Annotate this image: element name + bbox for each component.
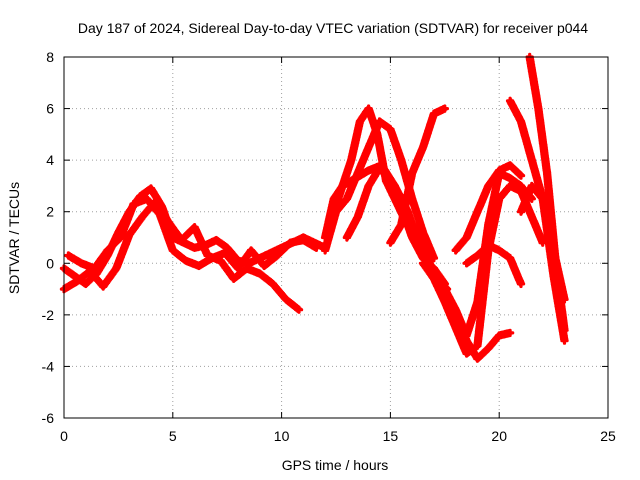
grid: [64, 57, 608, 418]
y-tick-label: 8: [46, 49, 54, 65]
series-track-10: [418, 181, 547, 358]
series-track-3: [64, 194, 321, 273]
x-axis-label: GPS time / hours: [282, 457, 389, 473]
chart-title: Day 187 of 2024, Sidereal Day-to-day VTE…: [78, 20, 588, 36]
series-track-15: [525, 52, 569, 335]
series-track-13: [462, 241, 526, 289]
y-tick-label: 6: [46, 101, 54, 117]
x-tick-label: 0: [60, 428, 68, 444]
series-track-12: [451, 161, 526, 255]
x-tick-label: 10: [274, 428, 290, 444]
series-track-11: [429, 272, 515, 363]
plot-frame: [63, 56, 609, 419]
x-tick-label: 15: [383, 428, 399, 444]
data-series: [59, 52, 569, 363]
x-tick-label: 25: [600, 428, 616, 444]
y-axis-label: SDTVAR / TECUs: [6, 182, 22, 294]
x-tick-label: 5: [169, 428, 177, 444]
y-tick-label: 2: [46, 204, 54, 220]
y-tick-label: -2: [42, 307, 55, 323]
y-tick-label: -4: [42, 358, 55, 374]
series-track-16: [516, 181, 569, 345]
y-tick-label: 4: [46, 152, 54, 168]
y-tick-label: 0: [46, 255, 54, 271]
axis-ticks: 0 5 10 15 20 25 -6 -4 -2 0 2 4 6 8: [42, 49, 616, 444]
y-tick-label: -6: [42, 410, 55, 426]
x-tick-label: 20: [491, 428, 507, 444]
